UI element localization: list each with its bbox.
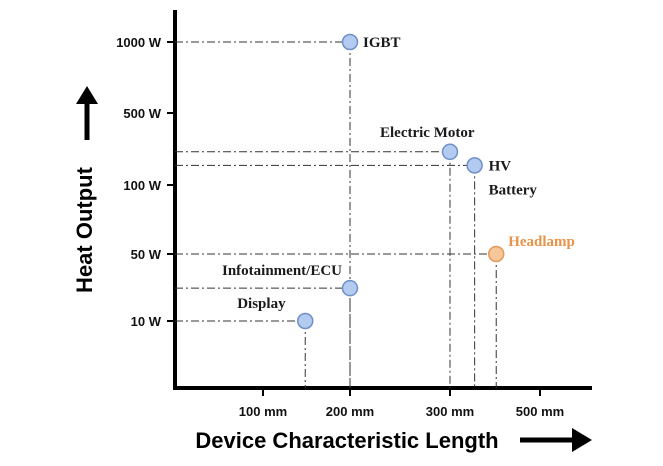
point-label: HV Battery xyxy=(489,158,538,198)
label-line: HV xyxy=(489,158,512,174)
y-tick-label: 500 W xyxy=(123,106,161,121)
x-tick-label: 300 mm xyxy=(426,404,474,419)
x-tick-label: 200 mm xyxy=(326,404,374,419)
label-line: Battery xyxy=(489,182,538,198)
point xyxy=(466,157,483,174)
y-tick-label: 1000 W xyxy=(116,35,162,50)
point xyxy=(441,143,459,161)
y-axis-title: Heat Output xyxy=(72,166,97,293)
point-label: Infotainment/ECU xyxy=(222,263,342,279)
x-tick-label: 500 mm xyxy=(516,404,564,419)
point xyxy=(341,33,359,51)
y-tick-label: 50 W xyxy=(131,247,162,262)
point-label: Headlamp xyxy=(508,234,575,250)
point-label: Display xyxy=(237,296,286,312)
point xyxy=(487,245,505,263)
y-arrow xyxy=(76,86,98,140)
point xyxy=(341,279,359,297)
point-label: Electric Motor xyxy=(380,125,475,141)
x-arrow xyxy=(520,428,592,452)
x-axis-title: Device Characteristic Length xyxy=(195,428,498,453)
x-tick-label: 100 mm xyxy=(239,404,287,419)
point-label: IGBT xyxy=(363,35,401,51)
y-tick-label: 10 W xyxy=(131,314,162,329)
y-tick-label: 100 W xyxy=(123,178,161,193)
point xyxy=(296,312,314,330)
